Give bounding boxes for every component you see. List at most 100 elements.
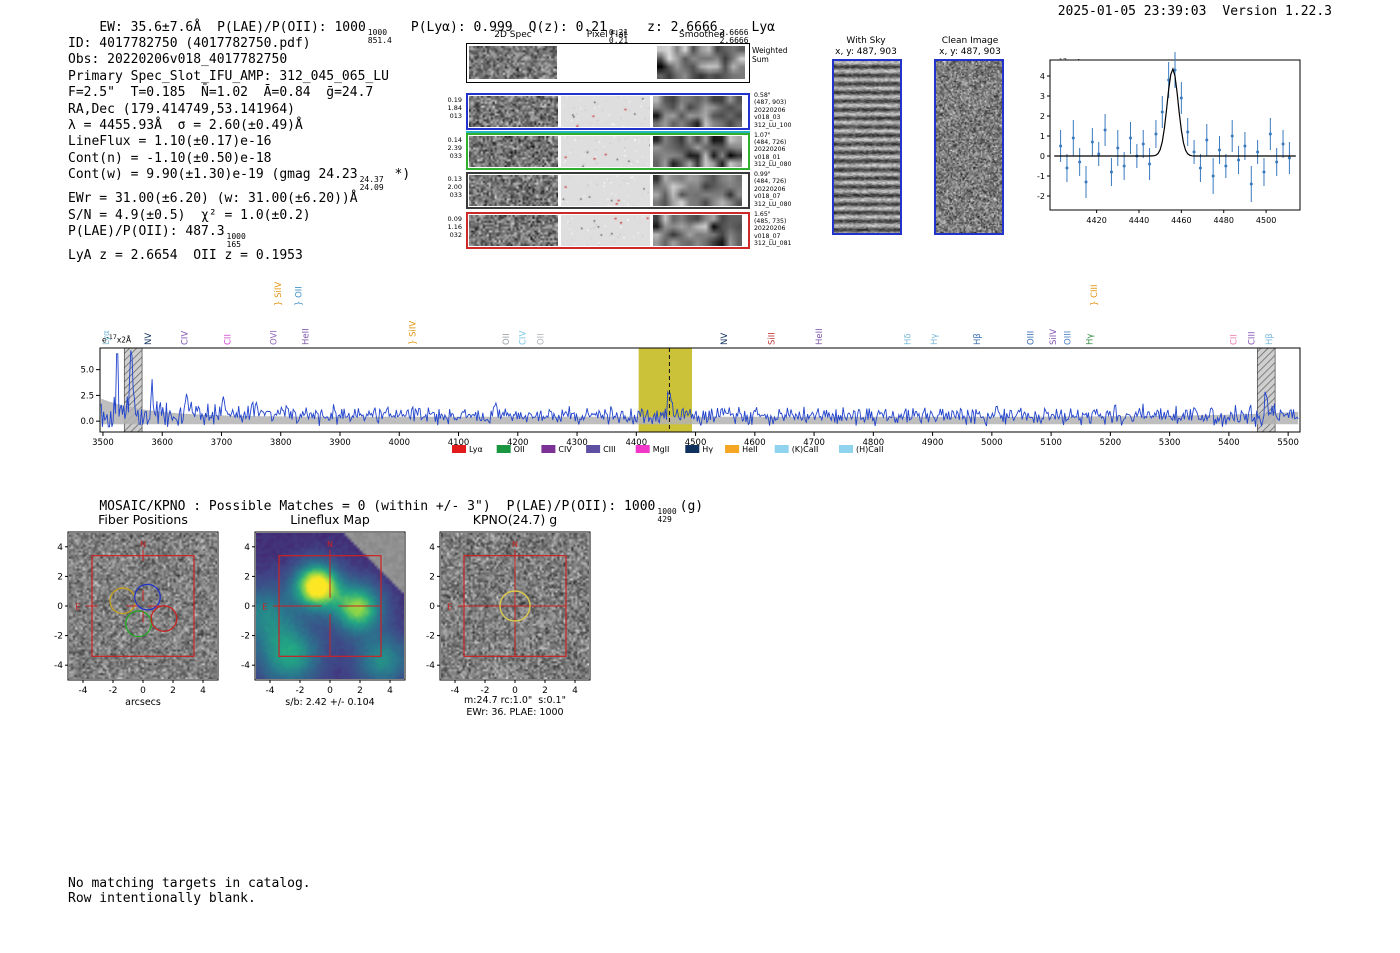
y-tick-label: -4 <box>54 661 63 671</box>
x-tick-label: 5400 <box>1218 438 1240 448</box>
x-tick-label: 3900 <box>329 438 351 448</box>
data-point <box>1275 160 1279 164</box>
fiber-weight-label: 2.00 <box>447 183 462 191</box>
2d-spec-weighted-canvas <box>469 46 557 79</box>
info-line-7: LineFlux = 1.10(±0.17)e-16 <box>68 134 410 150</box>
data-point <box>1160 110 1164 114</box>
with-sky-coords: x, y: 487, 903 <box>835 47 897 57</box>
z-value: z: 2.6666 <box>647 20 718 35</box>
x-tick-label: 4500 <box>1256 216 1276 225</box>
2d-spec-canvas <box>469 135 558 167</box>
ew-value: EW: 35.6±7.6Å <box>99 20 202 35</box>
info-line-9: Cont(w) = 9.90(±1.30)e-19 (gmag 24.23 24.… <box>68 167 410 193</box>
y-tick-label: -4 <box>241 661 250 671</box>
fiber-id-label: 20220206 <box>754 225 786 233</box>
row-right-labels-2: 1.07" (484, 726) 20220206 v018_01 312_LU_080 <box>754 132 800 169</box>
y-tick-label: -4 <box>426 661 435 671</box>
legend-swatch <box>725 445 740 453</box>
y-tick-label: 2 <box>57 572 63 582</box>
weighted-sum-row <box>466 43 750 83</box>
info-text: LyA z = 2.6654 OII z = 0.1953 <box>68 248 303 264</box>
photometric-aperture-circle <box>499 590 531 622</box>
gaussian-fit-curve <box>1054 67 1296 157</box>
weighted-sum-label: Weighted Sum <box>752 46 798 64</box>
plae-poii-label: P(LAE)/P(OII): 1000 <box>217 20 366 35</box>
data-point <box>1249 182 1253 186</box>
emission-line-label: Lyα <box>102 330 112 345</box>
legend-label: CIII <box>603 445 616 454</box>
fiber-weight-label: 0.13 <box>447 175 462 183</box>
legend-swatch <box>541 445 556 453</box>
emission-line-label: Hγ <box>1086 334 1096 345</box>
data-point <box>1237 158 1241 162</box>
info-line-12: P(LAE)/P(OII): 487.3 1000 165 <box>68 224 410 250</box>
x-tick-label: 4100 <box>448 438 470 448</box>
emission-line-label: NV <box>720 333 730 345</box>
data-point <box>1122 164 1126 168</box>
kpno-caption-1: m:24.7 rc:1.0" s:0.1" <box>464 695 566 706</box>
with-sky-title: With Sky <box>846 36 886 46</box>
y-tick-label: 2 <box>1040 112 1045 121</box>
lineflux-caption: s/b: 2.42 +/- 0.104 <box>285 697 375 708</box>
fiber-weight-label: 1.16 <box>447 222 462 231</box>
fiber-positions-axes: -4 -4 -2 -2 0 0 2 2 4 4 N E <box>54 531 219 696</box>
frac-top: 0.21 <box>608 28 629 37</box>
fiber-circle <box>109 587 137 615</box>
ylabel-suffix: x2Å <box>116 335 132 345</box>
clean-image <box>936 61 1002 233</box>
data-point <box>1179 96 1183 100</box>
y-tick-label: 5.0 <box>80 366 94 376</box>
smoothed-canvas <box>653 135 742 167</box>
full-spectrum-plot: 0.0 2.5 5.0 3500 3600 3700 3800 3900 4000 4100 420… <box>80 282 1301 454</box>
data-point <box>1059 144 1063 148</box>
y-tick-label: 4 <box>57 543 63 553</box>
fraction: 1000 165 <box>226 232 246 250</box>
frac-top: 2.6666 <box>719 28 749 37</box>
line-fit-plot: -2 -1 0 1 2 3 4 4420 4440 4460 4480 4500 <box>1037 52 1301 225</box>
fiber-id-label: 1.65" <box>754 210 771 218</box>
x-tick-label: -2 <box>109 686 118 696</box>
info-text: λ = 4455.93Å σ = 2.60(±0.49)Å <box>68 118 303 134</box>
fraction: 24.37 24.09 <box>359 175 384 193</box>
timestamp-version: 2025-01-05 23:39:03 Version 1.22.3 <box>1010 4 1332 20</box>
y-tick-label: 2 <box>244 572 250 582</box>
info-text: ID: 4017782750 (4017782750.pdf) <box>68 36 311 51</box>
legend-swatch <box>452 445 466 453</box>
pixel-flat-canvas <box>561 175 650 206</box>
weighted-sum-label-line1: Weighted <box>752 46 788 55</box>
data-point <box>1186 130 1190 134</box>
x-tick-label: 4480 <box>1214 216 1234 225</box>
frac-top: 1000 <box>657 507 677 516</box>
cutout-row-2 <box>466 132 750 170</box>
fiber-id-label: 20220206 <box>754 185 786 193</box>
emission-line-label: CII <box>223 334 233 345</box>
y-tick-label: 3 <box>1040 92 1045 101</box>
data-point <box>1243 144 1247 148</box>
fiber-positions-title: Fiber Positions <box>98 512 188 527</box>
y-tick-label: 0 <box>429 602 435 612</box>
fiber-weight-label: 032 <box>449 230 462 239</box>
lineflux-map-axes: -4 -4 -2 -2 0 0 2 2 4 4 N E <box>241 531 406 696</box>
x-tick-label: 3600 <box>151 438 173 448</box>
x-tick-label: 5300 <box>1159 438 1181 448</box>
data-point <box>1205 138 1209 142</box>
mosaic-text: MOSAIC/KPNO : Possible Matches = 0 (with… <box>99 499 491 514</box>
plot-border <box>254 531 406 681</box>
cutout-row-3 <box>466 172 750 209</box>
emission-line-label: } SiIV <box>274 282 284 306</box>
pixel-flat-canvas <box>561 96 650 127</box>
row-left-labels-4: 0.09 1.16 032 <box>434 215 462 239</box>
fiber-id-label: v018_03 <box>754 114 781 122</box>
info-text: RA,Dec (179.414749,53.141964) <box>68 101 295 117</box>
emission-line-label: SiII <box>767 332 777 345</box>
legend-swatch <box>635 445 650 453</box>
x-tick-label: 0 <box>327 686 333 696</box>
x-tick-label: 4 <box>200 686 206 696</box>
ifu-footprint-outline <box>91 555 195 657</box>
fiber-xlabel: arcsecs <box>125 697 161 708</box>
x-tick-label: 4600 <box>744 438 766 448</box>
compass-north-label: N <box>327 540 333 549</box>
x-tick-label: 0 <box>512 686 518 696</box>
emission-line-label: CIV <box>519 331 529 345</box>
legend-label: MgII <box>653 445 670 454</box>
